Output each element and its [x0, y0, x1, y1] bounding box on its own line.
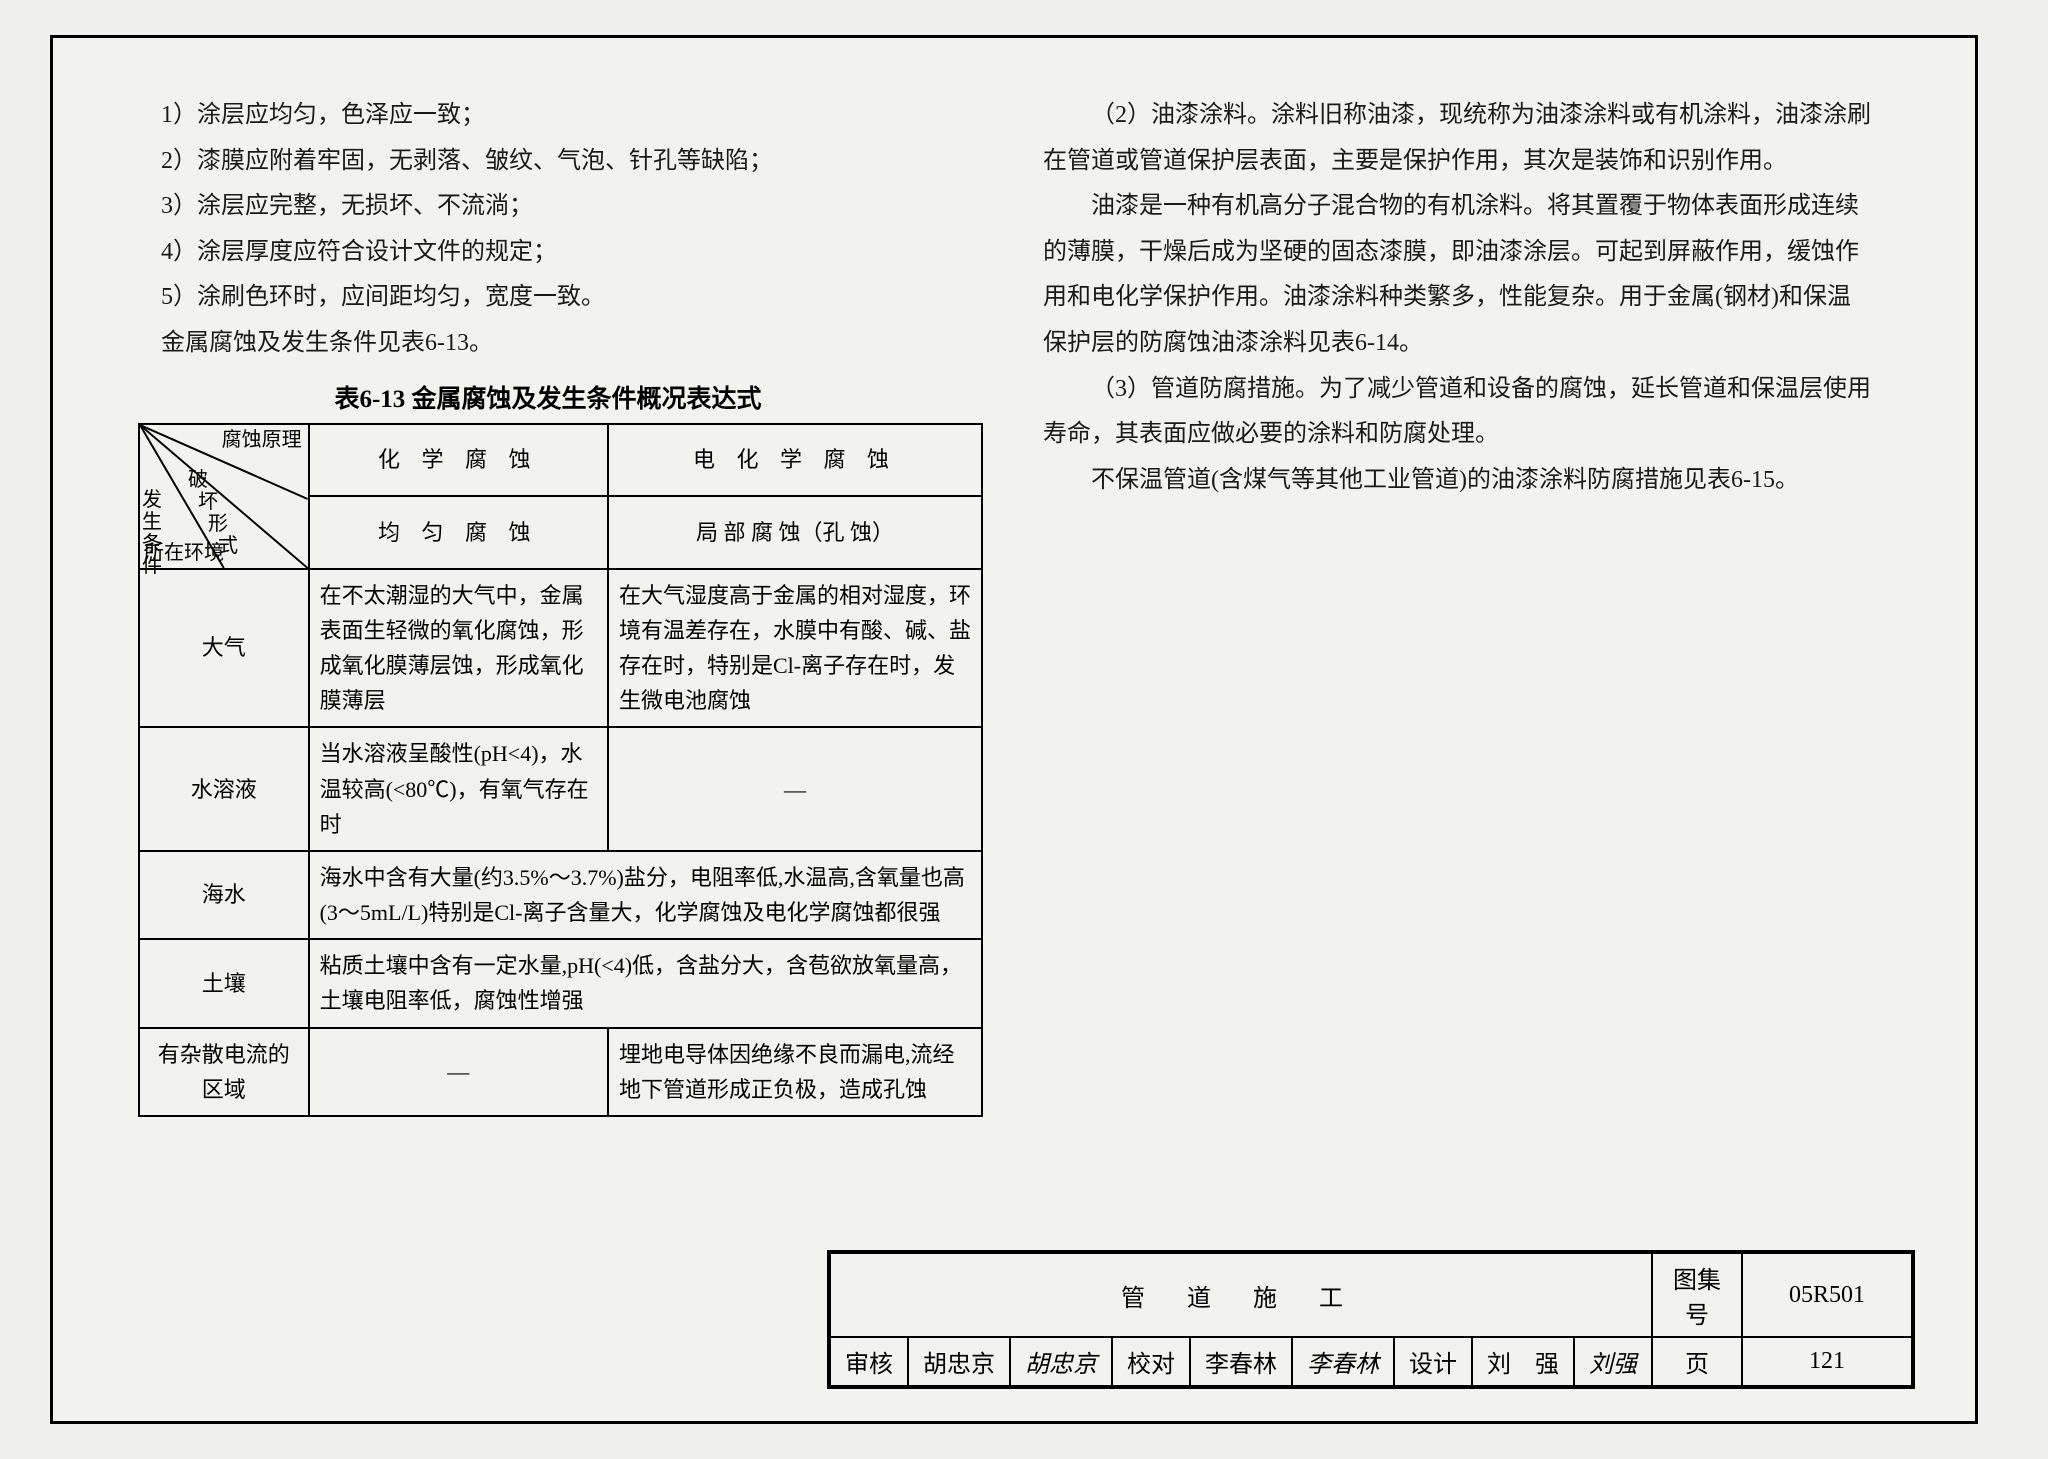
field-label: 校对: [1112, 1337, 1190, 1386]
bullet-item: 2）漆膜应附着牢固，无剥落、皱纹、气泡、针孔等缺陷；: [113, 139, 983, 185]
diagonal-header-cell: 腐蚀原理 破 坏 形 式 发生条件 所在环境: [139, 424, 309, 569]
table-row: 有杂散电流的区域 — 埋地电导体因绝缘不良而漏电,流经地下管道形成正负极，造成孔…: [139, 1028, 982, 1116]
field-value: 刘 强: [1472, 1337, 1574, 1386]
field-label: 设计: [1394, 1337, 1472, 1386]
table-row: 审核 胡忠京 胡忠京 校对 李春林 李春林 设计 刘 强 刘强 页 121: [830, 1337, 1912, 1386]
content-columns: 1）涂层应均匀，色泽应一致； 2）漆膜应附着牢固，无剥落、皱纹、气泡、针孔等缺陷…: [113, 93, 1915, 1117]
paragraph: 油漆是一种有机高分子混合物的有机涂料。将其置覆于物体表面形成连续的薄膜，干燥后成…: [1043, 184, 1873, 366]
bullet-item: 5）涂刷色环时，应间距均匀，宽度一致。: [113, 275, 983, 321]
title-block-table: 管 道 施 工 图集号 05R501 审核 胡忠京 胡忠京 校对 李春林 李春林…: [829, 1252, 1913, 1387]
header-cell: 电 化 学 腐 蚀: [608, 424, 982, 497]
field-value: 胡忠京: [908, 1337, 1010, 1386]
env-cell: 海水: [139, 851, 309, 939]
table-row: 水溶液 当水溶液呈酸性(pH<4)，水温较高(<80℃)，有氧气存在时 —: [139, 727, 982, 851]
bullet-item: 3）涂层应完整，无损坏、不流淌；: [113, 184, 983, 230]
title-block: 管 道 施 工 图集号 05R501 审核 胡忠京 胡忠京 校对 李春林 李春林…: [827, 1250, 1915, 1389]
table-caption: 表6-13 金属腐蚀及发生条件概况表达式: [113, 379, 983, 415]
data-cell: —: [608, 727, 982, 851]
env-cell: 有杂散电流的区域: [139, 1028, 309, 1116]
atlas-value: 05R501: [1742, 1253, 1912, 1337]
signature: 刘强: [1574, 1337, 1652, 1386]
data-cell: 埋地电导体因绝缘不良而漏电,流经地下管道形成正负极，造成孔蚀: [608, 1028, 982, 1116]
field-label: 审核: [830, 1337, 908, 1386]
paragraph: 不保温管道(含煤气等其他工业管道)的油漆涂料防腐措施见表6-15。: [1043, 458, 1873, 504]
table-row: 海水 海水中含有大量(约3.5%～3.7%)盐分，电阻率低,水温高,含氧量也高(…: [139, 851, 982, 939]
right-column: （2）油漆涂料。涂料旧称油漆，现统称为油漆涂料或有机涂料，油漆涂刷在管道或管道保…: [1043, 93, 1873, 1117]
data-cell: 当水溶液呈酸性(pH<4)，水温较高(<80℃)，有氧气存在时: [309, 727, 608, 851]
header-cell: 局 部 腐 蚀（孔 蚀）: [608, 496, 982, 569]
table-ref: 金属腐蚀及发生条件见表6-13。: [113, 321, 983, 367]
bullet-item: 1）涂层应均匀，色泽应一致；: [113, 93, 983, 139]
corrosion-table: 腐蚀原理 破 坏 形 式 发生条件 所在环境 化 学 腐 蚀 电 化 学 腐 蚀…: [138, 423, 983, 1117]
bullet-item: 4）涂层厚度应符合设计文件的规定；: [113, 230, 983, 276]
diag-label: 所在环境: [144, 542, 224, 564]
data-cell: 在大气湿度高于金属的相对湿度，环境有温差存在，水膜中有酸、碱、盐存在时，特别是C…: [608, 569, 982, 728]
diag-label: 腐蚀原理: [222, 429, 302, 451]
atlas-label: 图集号: [1652, 1253, 1742, 1337]
page-label: 页: [1652, 1337, 1742, 1386]
env-cell: 水溶液: [139, 727, 309, 851]
data-cell: 海水中含有大量(约3.5%～3.7%)盐分，电阻率低,水温高,含氧量也高(3～5…: [309, 851, 982, 939]
data-cell: 在不太潮湿的大气中，金属表面生轻微的氧化腐蚀，形成氧化膜薄层蚀，形成氧化膜薄层: [309, 569, 608, 728]
header-cell: 均 匀 腐 蚀: [309, 496, 608, 569]
env-cell: 大气: [139, 569, 309, 728]
signature: 胡忠京: [1010, 1337, 1112, 1386]
data-cell: —: [309, 1028, 608, 1116]
env-cell: 土壤: [139, 939, 309, 1027]
data-cell: 粘质土壤中含有一定水量,pH(<4)低，含盐分大，含苞欲放氧量高，土壤电阻率低，…: [309, 939, 982, 1027]
paragraph: （3）管道防腐措施。为了减少管道和设备的腐蚀，延长管道和保温层使用寿命，其表面应…: [1043, 367, 1873, 458]
signature: 李春林: [1292, 1337, 1394, 1386]
table-row: 腐蚀原理 破 坏 形 式 发生条件 所在环境 化 学 腐 蚀 电 化 学 腐 蚀: [139, 424, 982, 497]
table-row: 土壤 粘质土壤中含有一定水量,pH(<4)低，含盐分大，含苞欲放氧量高，土壤电阻…: [139, 939, 982, 1027]
header-cell: 化 学 腐 蚀: [309, 424, 608, 497]
table-row: 大气 在不太潮湿的大气中，金属表面生轻微的氧化腐蚀，形成氧化膜薄层蚀，形成氧化膜…: [139, 569, 982, 728]
drawing-title: 管 道 施 工: [830, 1253, 1652, 1337]
page-frame: 1）涂层应均匀，色泽应一致； 2）漆膜应附着牢固，无剥落、皱纹、气泡、针孔等缺陷…: [50, 35, 1978, 1424]
paragraph: （2）油漆涂料。涂料旧称油漆，现统称为油漆涂料或有机涂料，油漆涂刷在管道或管道保…: [1043, 93, 1873, 184]
left-column: 1）涂层应均匀，色泽应一致； 2）漆膜应附着牢固，无剥落、皱纹、气泡、针孔等缺陷…: [113, 93, 983, 1117]
table-row: 管 道 施 工 图集号 05R501: [830, 1253, 1912, 1337]
page-number: 121: [1742, 1337, 1912, 1386]
field-value: 李春林: [1190, 1337, 1292, 1386]
